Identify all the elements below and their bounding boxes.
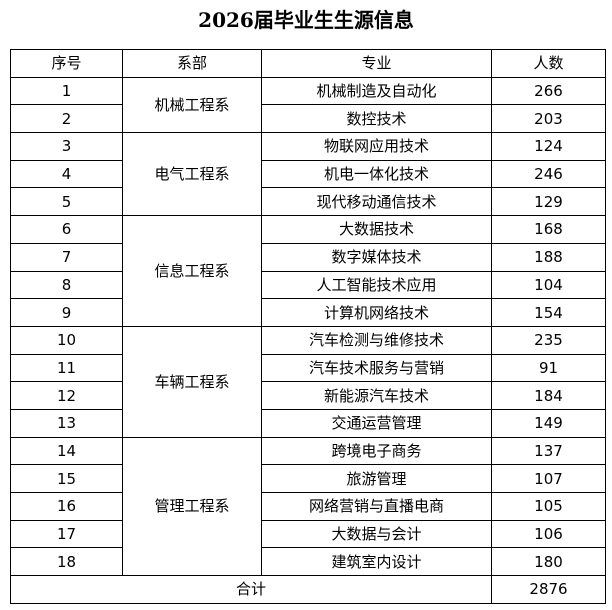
student-count: 203 [491,104,606,134]
student-count: 91 [491,353,606,383]
header-major: 专业 [261,49,492,78]
row-number: 17 [10,519,123,549]
department-name: 电气工程系 [122,132,262,217]
department-name: 机械工程系 [122,76,262,134]
header-no: 序号 [10,49,123,78]
student-count: 124 [491,132,606,161]
row-number: 18 [10,547,123,577]
header-row: 序号 系部 专业 人数 [10,49,606,78]
table-row: 1 机械工程系 机械制造及自动化 266 [10,76,606,134]
row-number: 4 [10,159,123,189]
major-name: 大数据与会计 [261,519,492,549]
student-count: 266 [491,76,606,106]
row-number: 7 [10,242,123,272]
row-number: 1 [10,76,123,106]
major-name: 交通运营管理 [261,408,492,438]
page-title: 2026届毕业生生源信息 [198,8,414,32]
row-number: 15 [10,464,123,493]
row-number: 11 [10,353,123,383]
major-name: 现代移动通信技术 [261,187,492,217]
student-count: 149 [491,408,606,438]
student-count: 246 [491,159,606,189]
student-count: 107 [491,464,606,493]
table-row: 18 建筑室内设计 180 [10,547,606,577]
student-count: 105 [491,492,606,521]
major-name: 建筑室内设计 [261,547,492,577]
major-name: 数控技术 [261,104,492,134]
major-name: 计算机网络技术 [261,298,492,327]
major-name: 物联网应用技术 [261,132,492,161]
table-row: 17 大数据与会计 106 [10,519,606,549]
table-row: 14 管理工程系 跨境电子商务 137 [10,436,606,577]
student-count: 180 [491,547,606,577]
table-row: 2 数控技术 203 [10,104,606,134]
student-count: 137 [491,436,606,466]
student-count: 106 [491,519,606,549]
table-row: 9 计算机网络技术 154 [10,298,606,327]
department-name: 信息工程系 [122,215,262,327]
row-number: 16 [10,492,123,521]
table-row: 7 数字媒体技术 188 [10,242,606,272]
row-number: 9 [10,298,123,327]
row-number: 13 [10,408,123,438]
major-name: 数字媒体技术 [261,242,492,272]
table-row: 6 信息工程系 大数据技术 168 [10,215,606,327]
row-number: 3 [10,132,123,161]
row-number: 8 [10,270,123,300]
student-count: 235 [491,325,606,355]
major-name: 大数据技术 [261,215,492,244]
table-row: 3 电气工程系 物联网应用技术 124 [10,132,606,217]
department-name: 管理工程系 [122,436,262,577]
student-count: 184 [491,381,606,410]
table-row: 16 网络营销与直播电商 105 [10,492,606,521]
total-count: 2876 [491,575,606,604]
major-name: 机械制造及自动化 [261,76,492,106]
department-name: 车辆工程系 [122,325,262,438]
major-name: 旅游管理 [261,464,492,493]
row-number: 14 [10,436,123,466]
table-row: 10 车辆工程系 汽车检测与维修技术 235 [10,325,606,438]
student-count: 154 [491,298,606,327]
header-department: 系部 [122,49,262,78]
row-number: 12 [10,381,123,410]
major-name: 机电一体化技术 [261,159,492,189]
header-count: 人数 [491,49,606,78]
major-name: 新能源汽车技术 [261,381,492,410]
student-count: 129 [491,187,606,217]
table-row: 11 汽车技术服务与营销 91 [10,353,606,383]
major-name: 网络营销与直播电商 [261,492,492,521]
total-row: 合计 2876 [10,575,606,604]
table-row: 13 交通运营管理 149 [10,408,606,438]
table-row: 8 人工智能技术应用 104 [10,270,606,300]
student-count: 188 [491,242,606,272]
major-name: 跨境电子商务 [261,436,492,466]
table-row: 12 新能源汽车技术 184 [10,381,606,410]
row-number: 10 [10,325,123,355]
student-count: 168 [491,215,606,244]
row-number: 6 [10,215,123,244]
major-name: 人工智能技术应用 [261,270,492,300]
table-row: 4 机电一体化技术 246 [10,159,606,189]
student-count: 104 [491,270,606,300]
major-name: 汽车技术服务与营销 [261,353,492,383]
major-name: 汽车检测与维修技术 [261,325,492,355]
table-row: 15 旅游管理 107 [10,464,606,493]
total-label: 合计 [10,575,492,604]
table-row: 5 现代移动通信技术 129 [10,187,606,217]
row-number: 5 [10,187,123,217]
graduate-table: 序号 系部 专业 人数 1 机械工程系 机械制造及自动化 266 2 数控技术 203 3 电气… [10,49,606,604]
row-number: 2 [10,104,123,134]
